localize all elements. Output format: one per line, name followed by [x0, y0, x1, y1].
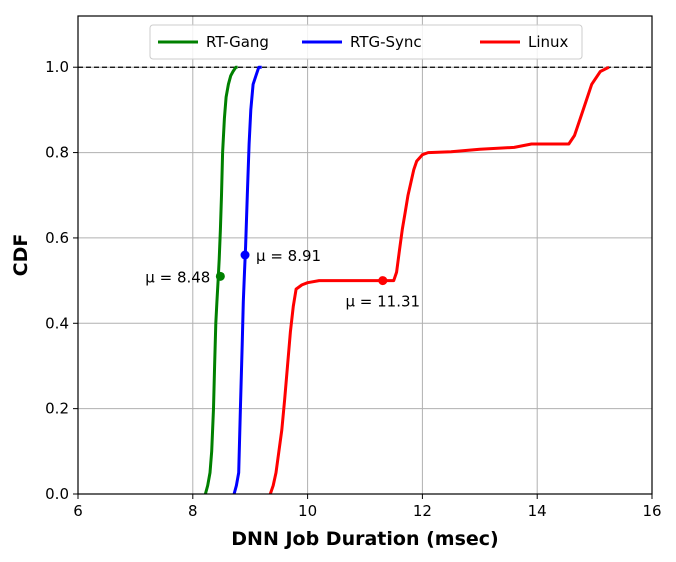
y-tick-label: 0.6	[45, 229, 69, 247]
series-group	[203, 65, 610, 495]
x-tick-label: 14	[528, 502, 547, 520]
rtg-sync-mean-label: μ = 8.91	[256, 247, 321, 265]
x-tick-label: 8	[188, 502, 198, 520]
linux-legend-label: Linux	[528, 33, 569, 51]
rtg-sync-mean-marker	[240, 250, 250, 260]
y-tick-label: 0.0	[45, 485, 69, 503]
linux-mean-marker	[378, 276, 388, 286]
legend-frame	[149, 24, 583, 60]
x-tick-label: 10	[298, 502, 317, 520]
rt-gang-legend-label: RT-Gang	[206, 33, 269, 51]
x-tick-label: 16	[642, 502, 661, 520]
y-tick-label: 0.8	[45, 144, 69, 162]
rtg-sync-legend-label: RTG-Sync	[350, 33, 422, 51]
y-tick-label: 0.4	[45, 314, 69, 332]
linux-mean-label: μ = 11.31	[345, 293, 420, 311]
rt-gang-series-line	[203, 65, 238, 495]
mean-markers-group: μ = 8.48 μ = 8.91 μ = 11.31	[145, 247, 420, 311]
x-axis-ticks: 6 8 10 12 14 16	[73, 494, 662, 520]
y-axis-ticks: 0.0 0.2 0.4 0.6 0.8 1.0	[45, 58, 78, 503]
plot-frame	[77, 15, 653, 495]
linux-series-line	[268, 65, 610, 495]
x-tick-label: 6	[73, 502, 83, 520]
x-axis-title: DNN Job Duration (msec)	[231, 528, 498, 550]
grid-lines	[77, 16, 653, 495]
y-tick-label: 1.0	[45, 58, 69, 76]
legend: RT-Gang RTG-Sync Linux	[149, 24, 583, 60]
rtg-sync-series-line	[232, 65, 262, 495]
y-axis-title: CDF	[10, 234, 32, 277]
rt-gang-mean-label: μ = 8.48	[145, 268, 210, 286]
rt-gang-mean-marker	[215, 271, 225, 281]
y-tick-label: 0.2	[45, 400, 69, 418]
x-tick-label: 12	[413, 502, 432, 520]
